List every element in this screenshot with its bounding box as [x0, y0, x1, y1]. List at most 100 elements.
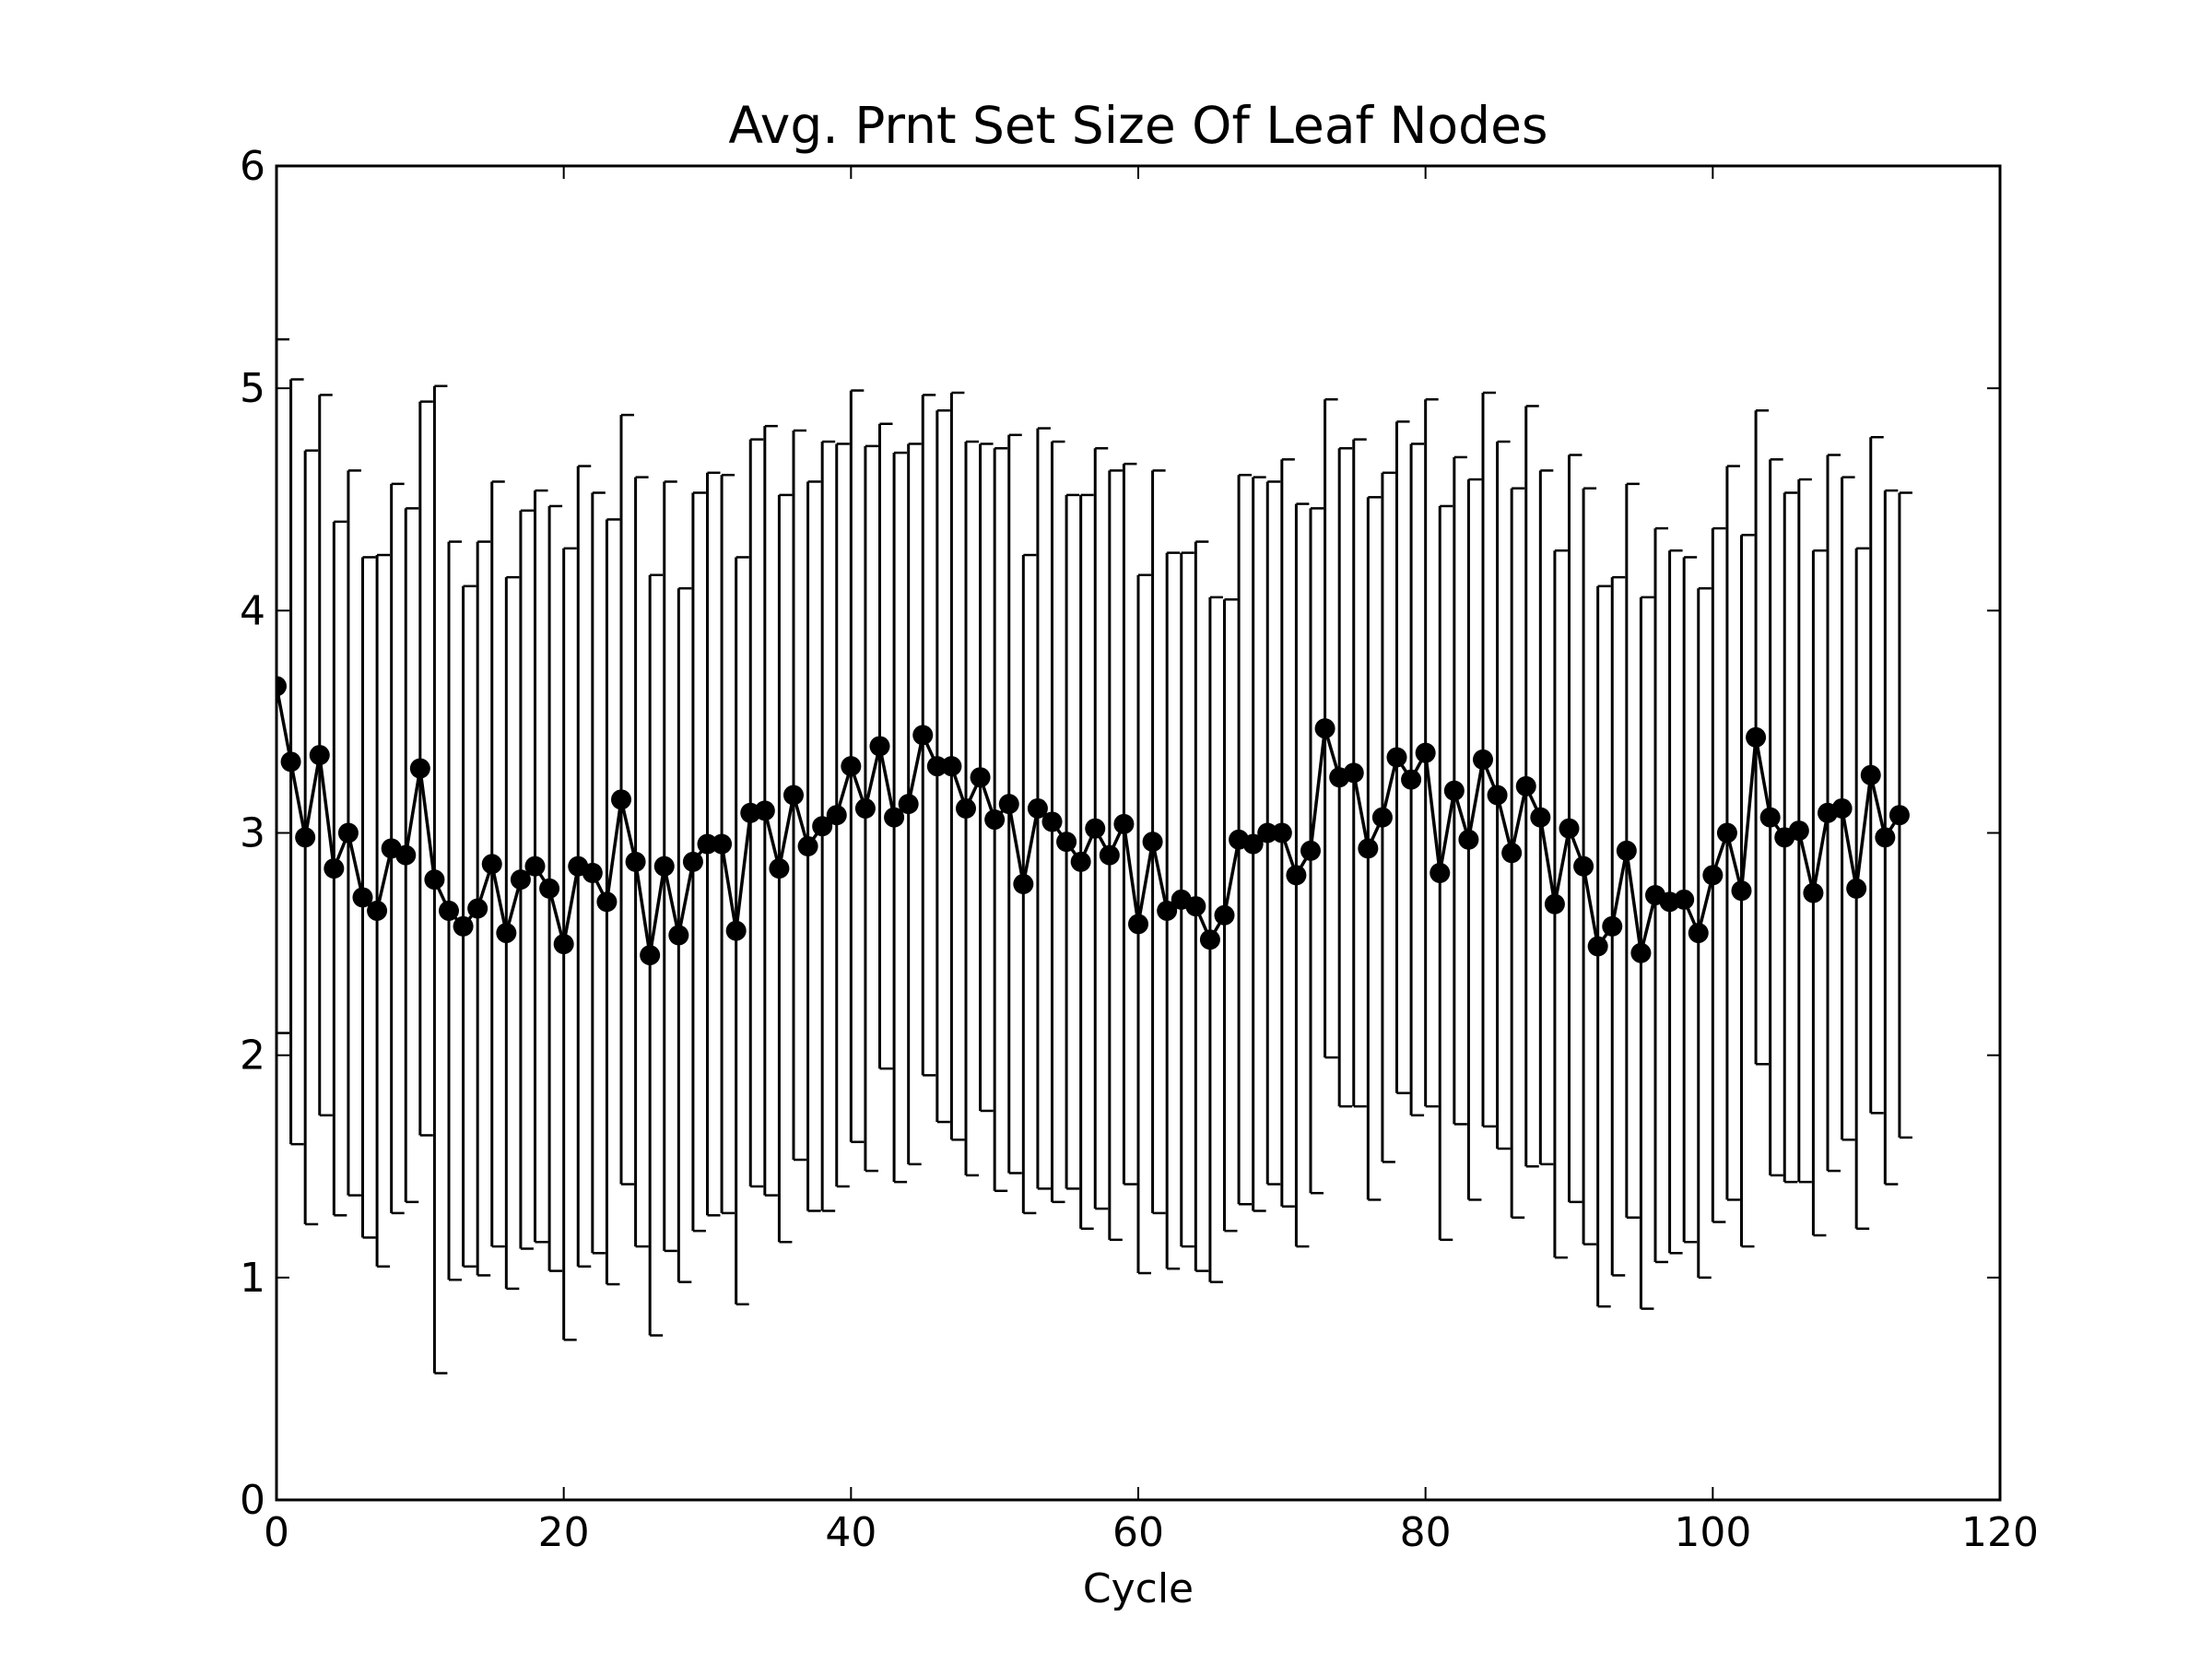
- data-point: [352, 887, 373, 908]
- x-tick-label: 0: [264, 1509, 289, 1556]
- data-point: [1113, 813, 1135, 834]
- data-point: [596, 891, 618, 913]
- plot-layer: [276, 337, 1912, 1375]
- data-point: [1731, 880, 1752, 902]
- data-point: [769, 858, 790, 879]
- data-point: [1559, 818, 1580, 839]
- data-point: [1070, 851, 1091, 872]
- data-point: [1056, 832, 1077, 853]
- data-point: [1875, 827, 1896, 848]
- data-point: [1487, 785, 1508, 806]
- chart-title: Avg. Prnt Set Size Of Leaf Nodes: [728, 96, 1547, 155]
- data-point: [1041, 811, 1063, 832]
- data-point: [467, 898, 488, 919]
- data-point: [439, 900, 459, 921]
- data-point: [812, 816, 833, 837]
- data-point: [1746, 726, 1767, 748]
- data-point: [970, 767, 991, 788]
- data-point: [1788, 820, 1809, 842]
- y-tick-label: 6: [240, 143, 265, 190]
- data-point: [337, 822, 359, 844]
- x-tick-label: 60: [1112, 1509, 1164, 1556]
- data-point: [1371, 807, 1393, 828]
- x-tick-label: 100: [1674, 1509, 1751, 1556]
- data-point: [984, 809, 1006, 831]
- data-point: [1142, 832, 1163, 853]
- x-tick-label: 80: [1400, 1509, 1452, 1556]
- y-tick-label: 3: [240, 810, 265, 857]
- data-point: [1846, 878, 1867, 899]
- data-point: [1616, 840, 1637, 861]
- data-point: [1358, 838, 1379, 859]
- data-point: [1515, 775, 1536, 797]
- data-point: [611, 789, 631, 810]
- data-point: [1888, 805, 1910, 826]
- data-point: [510, 869, 531, 891]
- data-point: [1702, 865, 1724, 886]
- data-point: [956, 797, 976, 819]
- data-point: [481, 854, 502, 875]
- data-point: [1587, 936, 1608, 957]
- data-point: [682, 851, 703, 872]
- data-point: [1257, 822, 1278, 844]
- data-point: [1271, 822, 1292, 844]
- data-point: [1099, 844, 1120, 866]
- data-point: [1314, 718, 1335, 739]
- data-point: [453, 915, 474, 937]
- data-point: [280, 751, 301, 773]
- data-point: [854, 797, 876, 819]
- x-tick-label: 20: [538, 1509, 590, 1556]
- data-point: [1386, 747, 1407, 768]
- data-point: [367, 900, 388, 921]
- data-point: [1214, 904, 1235, 926]
- data-point: [553, 934, 574, 955]
- y-tick-label: 1: [240, 1255, 265, 1302]
- data-point: [409, 758, 430, 779]
- data-point: [1860, 764, 1881, 785]
- data-point: [653, 856, 675, 877]
- data-point: [324, 858, 345, 879]
- data-point: [276, 676, 287, 697]
- data-point: [1013, 873, 1034, 894]
- data-point: [1027, 797, 1048, 819]
- data-point: [395, 844, 417, 866]
- data-point: [725, 920, 747, 941]
- data-point: [640, 945, 661, 966]
- data-point: [1242, 833, 1264, 855]
- data-point: [1286, 865, 1307, 886]
- y-tick-label: 4: [240, 587, 265, 634]
- data-point: [1674, 889, 1695, 910]
- data-point: [1473, 749, 1493, 770]
- data-point: [1157, 900, 1178, 921]
- data-point: [1803, 882, 1824, 903]
- data-point: [295, 827, 316, 848]
- data-point: [1443, 780, 1465, 801]
- data-point: [1630, 942, 1652, 963]
- data-point: [1415, 742, 1436, 763]
- y-tick-label: 0: [240, 1477, 265, 1524]
- x-tick-label: 120: [1961, 1509, 2039, 1556]
- data-point: [797, 835, 818, 856]
- data-point: [898, 794, 919, 815]
- data-point: [309, 745, 330, 766]
- data-point: [1544, 893, 1565, 915]
- data-point: [941, 756, 962, 777]
- data-point: [912, 725, 934, 746]
- data-point: [1343, 762, 1364, 784]
- data-point: [582, 862, 603, 883]
- x-tick-label: 40: [825, 1509, 877, 1556]
- data-point: [1401, 769, 1422, 790]
- y-tick-label: 5: [240, 365, 265, 412]
- data-point: [697, 833, 718, 855]
- data-point: [1530, 807, 1551, 828]
- data-point: [1831, 797, 1853, 819]
- data-point: [783, 785, 804, 806]
- data-point: [1573, 856, 1594, 877]
- data-point: [424, 869, 445, 891]
- data-point: [539, 878, 560, 899]
- data-point: [625, 851, 646, 872]
- data-point: [496, 923, 517, 944]
- data-point: [1185, 896, 1206, 917]
